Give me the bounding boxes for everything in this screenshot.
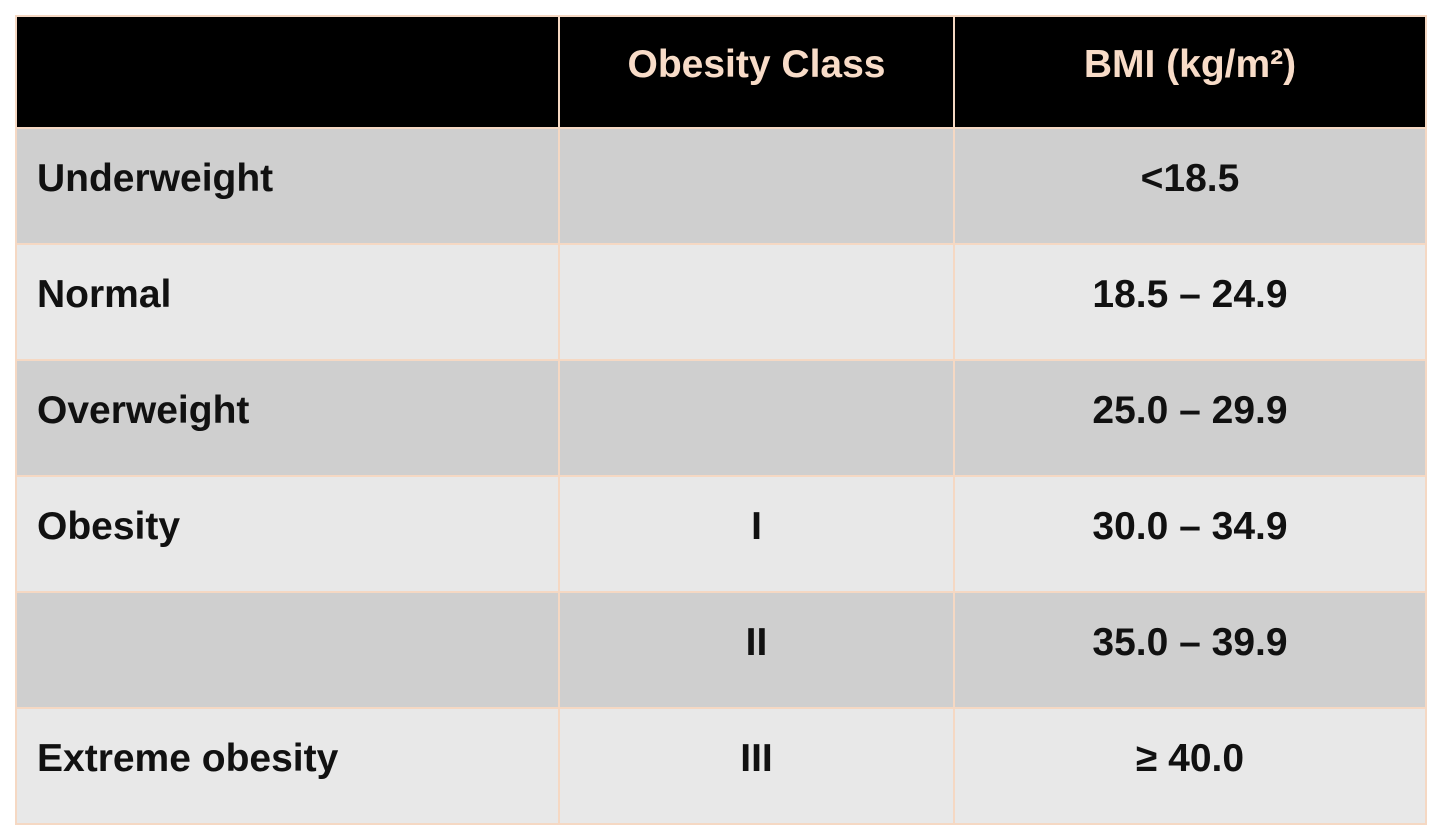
table-cell: <18.5 [953, 127, 1427, 245]
table-cell: II [558, 591, 955, 709]
page: Obesity Class BMI (kg/m²) Underweight <18… [15, 15, 1427, 825]
table-cell: 35.0 – 39.9 [953, 591, 1427, 709]
table-cell: Extreme obesity [15, 707, 560, 825]
table-cell: 25.0 – 29.9 [953, 359, 1427, 477]
table-row: Overweight 25.0 – 29.9 [15, 359, 1427, 477]
header-cell: Obesity Class [558, 15, 955, 129]
table-cell: 30.0 – 34.9 [953, 475, 1427, 593]
header-row: Obesity Class BMI (kg/m²) [15, 15, 1427, 129]
table-row: Extreme obesity III ≥ 40.0 [15, 707, 1427, 825]
table-cell: Normal [15, 243, 560, 361]
table-row: Normal 18.5 – 24.9 [15, 243, 1427, 361]
bmi-table: Obesity Class BMI (kg/m²) Underweight <18… [15, 15, 1427, 825]
header-cell: BMI (kg/m²) [953, 15, 1427, 129]
table-cell: Overweight [15, 359, 560, 477]
table-cell: 18.5 – 24.9 [953, 243, 1427, 361]
header-cell [15, 15, 560, 129]
table-cell [558, 359, 955, 477]
table-cell [15, 591, 560, 709]
table-cell: I [558, 475, 955, 593]
table-row: Obesity I 30.0 – 34.9 [15, 475, 1427, 593]
table-cell: Underweight [15, 127, 560, 245]
table-row: II 35.0 – 39.9 [15, 591, 1427, 709]
table-row: Underweight <18.5 [15, 127, 1427, 245]
table-cell [558, 127, 955, 245]
table-cell: III [558, 707, 955, 825]
table-cell: ≥ 40.0 [953, 707, 1427, 825]
table-cell [558, 243, 955, 361]
table-cell: Obesity [15, 475, 560, 593]
table-body: Underweight <18.5 Normal 18.5 – 24.9 Overwei… [15, 127, 1427, 825]
